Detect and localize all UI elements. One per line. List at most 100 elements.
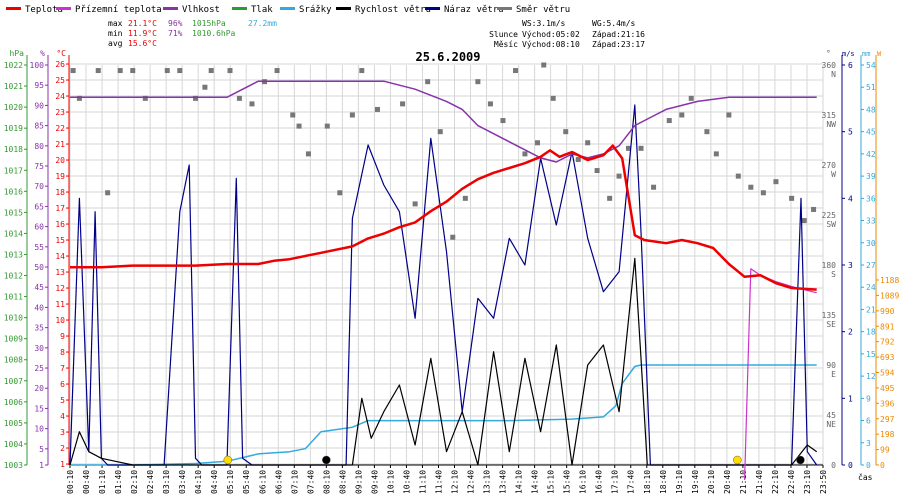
hpa-tick-label-0: 1022 [4, 61, 23, 70]
wind-direction-point [142, 95, 148, 101]
hpa-tick-label-14: 1008 [4, 356, 23, 365]
x-tick-label-1: 00:40 [82, 470, 91, 494]
hpa-tick-label-12: 1010 [4, 314, 23, 323]
pct-tick-label-11: 45 [34, 283, 44, 292]
ms-tick-label-4: 2 [848, 328, 853, 337]
humidity-series [70, 80, 817, 163]
sun-label: Slunce [489, 30, 518, 39]
stat-min-hum: 71% [168, 29, 183, 38]
mm-tick-label-0: 54 [866, 61, 876, 70]
x-tick-label-11: 05:40 [242, 470, 251, 494]
legend-swatch-3 [232, 7, 247, 10]
wind-direction-point [679, 112, 685, 118]
dir-name-7: NE [826, 420, 836, 429]
mm-axis-unit: mm [862, 50, 870, 58]
legend-label-4: Srážky [299, 5, 332, 15]
wind-direction-point [324, 123, 330, 129]
x-tick-label-30: 15:10 [547, 470, 556, 494]
wind-direction-point [359, 68, 365, 74]
dir-name-6: E [831, 370, 836, 379]
pct-tick-label-16: 20 [34, 384, 44, 393]
wind-direction-point [760, 190, 766, 196]
temp-tick-label-18: 8 [60, 348, 65, 357]
dir-name-4: S [831, 270, 836, 279]
wind-direction-point [400, 101, 406, 107]
pct-tick-label-0: 100 [30, 61, 45, 70]
x-tick-label-32: 16:10 [579, 470, 588, 494]
dir-tick-1: 315 [822, 111, 837, 120]
dir-name-0: N [831, 70, 836, 79]
wind-direction-point [522, 151, 528, 157]
hpa-tick-label-13: 1009 [4, 335, 23, 344]
w-tick-label-12: 0 [880, 461, 885, 470]
temp-tick-label-21: 5 [60, 396, 65, 405]
sun-set: Západ:21:16 [592, 30, 645, 39]
pct-tick-label-9: 55 [34, 243, 44, 252]
temp-tick-label-8: 18 [55, 188, 65, 197]
hpa-tick-label-1: 1021 [4, 82, 23, 91]
wind-direction-point [95, 68, 101, 74]
wind-direction-point [500, 118, 506, 124]
x-tick-label-28: 14:10 [515, 470, 524, 494]
w-tick-label-7: 495 [880, 384, 895, 393]
w-tick-label-0: 1188 [880, 276, 899, 285]
x-tick-label-25: 12:40 [467, 470, 476, 494]
wind-direction-point [105, 190, 111, 196]
moon-set: Západ:23:17 [592, 40, 645, 49]
x-axis-label: čas [858, 472, 873, 482]
legend-swatch-4 [280, 7, 295, 10]
temp-tick-label-5: 21 [55, 140, 65, 149]
dir-name-5: SE [826, 320, 836, 329]
x-tick-label-39: 19:40 [691, 470, 700, 494]
wind-direction-point [513, 68, 519, 74]
mm-tick-label-16: 6 [866, 417, 871, 426]
mm-tick-label-4: 42 [866, 150, 876, 159]
x-tick-label-15: 07:40 [306, 470, 315, 494]
pct-tick-label-4: 80 [34, 142, 44, 151]
x-tick-label-31: 15:40 [563, 470, 572, 494]
wind-direction-point [437, 129, 443, 135]
temperature-series [70, 144, 817, 291]
wind-direction-point [249, 101, 255, 107]
wind-direction-point [236, 95, 242, 101]
x-tick-label-22: 11:10 [418, 470, 427, 494]
x-tick-label-21: 10:40 [402, 470, 411, 494]
x-tick-label-6: 03:10 [162, 470, 171, 494]
wind-direction-point [164, 68, 170, 74]
temp-tick-label-24: 2 [60, 444, 65, 453]
wind-direction-point [117, 68, 123, 74]
x-tick-label-26: 13:10 [483, 470, 492, 494]
x-tick-label-12: 06:10 [258, 470, 267, 494]
mm-tick-label-15: 9 [866, 394, 871, 403]
pct-tick-label-2: 90 [34, 101, 44, 110]
wind-direction-point [130, 68, 136, 74]
pct-tick-label-19: 5 [39, 445, 44, 454]
temp-axis-unit: °C [56, 49, 66, 58]
wind-direction-point [70, 68, 76, 74]
mm-tick-label-12: 18 [866, 328, 876, 337]
x-tick-label-41: 20:40 [723, 470, 732, 494]
wind-direction-point [726, 112, 732, 118]
x-tick-label-38: 19:10 [675, 470, 684, 494]
mm-tick-label-13: 15 [866, 350, 876, 359]
wind-direction-point [412, 201, 418, 207]
x-tick-label-9: 04:40 [210, 470, 219, 494]
wind-direction-point [534, 140, 540, 146]
wind-direction-point [688, 95, 694, 101]
wind-direction-point [227, 68, 233, 74]
wind-direction-point [616, 173, 622, 179]
legend-swatch-0 [6, 7, 21, 10]
stat-min-press: 1010.6hPa [192, 29, 236, 38]
x-tick-label-5: 02:40 [146, 470, 155, 494]
x-tick-label-24: 12:10 [451, 470, 460, 494]
mm-tick-label-18: 0 [866, 461, 871, 470]
pct-tick-label-3: 85 [34, 122, 44, 131]
x-tick-label-4: 02:10 [130, 470, 139, 494]
hpa-tick-label-11: 1011 [4, 293, 23, 302]
wind-speed-series [69, 257, 818, 466]
dir-tick-8: 0 [831, 461, 836, 470]
pct-tick-label-13: 35 [34, 324, 44, 333]
x-tick-label-10: 05:10 [226, 470, 235, 494]
